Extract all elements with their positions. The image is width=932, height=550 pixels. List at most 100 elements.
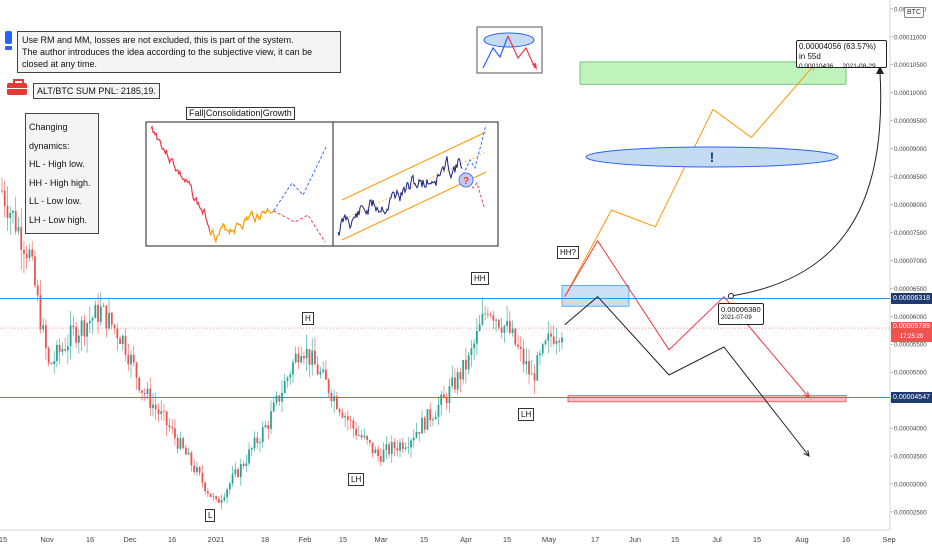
candle-body bbox=[102, 305, 105, 307]
candle-body bbox=[484, 313, 487, 315]
price-axis[interactable]: 0.000115000.000110000.000105000.00010000… bbox=[890, 6, 927, 516]
candle-body bbox=[286, 377, 289, 381]
candle-body bbox=[357, 434, 360, 436]
candle-body bbox=[242, 464, 245, 466]
candle-body bbox=[368, 439, 371, 443]
candle-body bbox=[28, 249, 31, 259]
inset-up-projection bbox=[462, 124, 487, 176]
candle-body bbox=[259, 442, 261, 444]
candle-body bbox=[541, 344, 544, 354]
candle-body bbox=[552, 336, 555, 344]
candle-body bbox=[97, 304, 99, 322]
inset-right-panel: ? bbox=[337, 124, 487, 241]
candle-body bbox=[371, 442, 374, 454]
candle-body bbox=[379, 456, 382, 462]
candle-body bbox=[555, 340, 558, 344]
candle-body bbox=[61, 349, 64, 352]
time-tick-label: Aug bbox=[795, 535, 808, 544]
candle-body bbox=[459, 372, 462, 380]
candle-body bbox=[176, 437, 179, 449]
candle-body bbox=[325, 369, 327, 380]
candle-body bbox=[489, 314, 492, 316]
candle-body bbox=[88, 320, 91, 324]
candle-body bbox=[525, 361, 528, 365]
target-arrow-head bbox=[876, 66, 884, 74]
time-tick-label: Jun bbox=[629, 535, 641, 544]
anchor-point bbox=[728, 293, 734, 299]
candle-body bbox=[66, 346, 69, 351]
candle-body bbox=[443, 394, 445, 397]
candle-body bbox=[429, 409, 432, 421]
candle-body bbox=[497, 319, 500, 328]
candle-body bbox=[519, 346, 522, 349]
candle-body bbox=[135, 362, 138, 378]
candle-body bbox=[547, 333, 550, 341]
candle-body bbox=[465, 359, 467, 370]
label-h: H bbox=[302, 312, 314, 325]
candle-body bbox=[341, 412, 344, 418]
inset-question-mark: ? bbox=[463, 176, 469, 187]
candle-body bbox=[508, 321, 511, 334]
pnl-label: ALT/BTC SUM PNL: 2185,19. bbox=[33, 83, 160, 99]
time-tick-label: Nov bbox=[40, 535, 54, 544]
candle-body bbox=[544, 340, 547, 345]
candle-body bbox=[75, 326, 78, 343]
label-lh-low: LH bbox=[348, 473, 365, 486]
candle-body bbox=[352, 420, 355, 429]
candle-body bbox=[245, 463, 248, 466]
candle-body bbox=[283, 380, 286, 393]
candle-body bbox=[234, 469, 237, 475]
candle-body bbox=[294, 353, 297, 363]
candle-body bbox=[434, 416, 437, 420]
inset-left-panel bbox=[150, 125, 328, 244]
candle-body bbox=[99, 306, 102, 322]
candle-body bbox=[14, 210, 17, 232]
candle-body bbox=[94, 304, 97, 319]
candle-body bbox=[423, 417, 426, 430]
inset-consolidation-line bbox=[209, 207, 275, 244]
candle-body bbox=[17, 227, 20, 232]
candle-body bbox=[514, 328, 517, 345]
candle-body bbox=[500, 327, 503, 333]
currency-badge[interactable]: BTC bbox=[904, 7, 924, 18]
time-tick-label: 16 bbox=[86, 535, 94, 544]
candle-body bbox=[267, 425, 270, 429]
target-tooltip: 0.00004056 (63.57%) in 55d 0.00010436 20… bbox=[796, 40, 887, 70]
price-tick-label: 0.00009000 bbox=[894, 146, 927, 153]
price-tick-label: 0.00003000 bbox=[894, 481, 927, 488]
candle-body bbox=[462, 359, 465, 380]
time-tick-label: 16 bbox=[168, 535, 176, 544]
time-axis[interactable]: 15 Nov 16 Dec 16 2021 18 Feb 15 Mar 15 Apr 15 May 17 Ju… bbox=[0, 535, 896, 544]
price-tick-label: 0.00006500 bbox=[894, 286, 927, 293]
inset-channel-mid bbox=[341, 151, 487, 221]
candle-body bbox=[113, 324, 116, 329]
candle-body bbox=[45, 325, 47, 349]
highlight-ellipse bbox=[585, 146, 839, 168]
candle-body bbox=[415, 431, 418, 438]
candle-body bbox=[316, 364, 319, 375]
candle-body bbox=[275, 395, 278, 403]
candle-body bbox=[179, 438, 182, 449]
candle-body bbox=[539, 353, 541, 356]
dynamics-item-ll: LL - Low low. bbox=[29, 196, 82, 206]
candle-body bbox=[116, 328, 119, 339]
point-callout: 0.00006380 2021-07-09 bbox=[718, 303, 764, 325]
level-upper-badge: 0.00006318 bbox=[891, 293, 932, 304]
candle-body bbox=[1, 190, 3, 192]
candle-body bbox=[412, 437, 415, 441]
time-tick-label: Mar bbox=[375, 535, 388, 544]
candles-layer bbox=[1, 177, 563, 510]
candle-body bbox=[182, 438, 185, 448]
candle-body bbox=[206, 491, 209, 494]
candle-body bbox=[322, 369, 325, 372]
candle-body bbox=[346, 416, 349, 420]
callout-date: 2021-07-09 bbox=[721, 315, 752, 321]
candle-body bbox=[393, 442, 396, 449]
candle-body bbox=[226, 489, 228, 498]
candle-body bbox=[300, 355, 303, 363]
note-line-2: The author introduces the idea according… bbox=[22, 47, 313, 69]
inset-growth-projection bbox=[273, 144, 328, 212]
candle-body bbox=[448, 386, 451, 404]
candle-body bbox=[132, 354, 135, 363]
